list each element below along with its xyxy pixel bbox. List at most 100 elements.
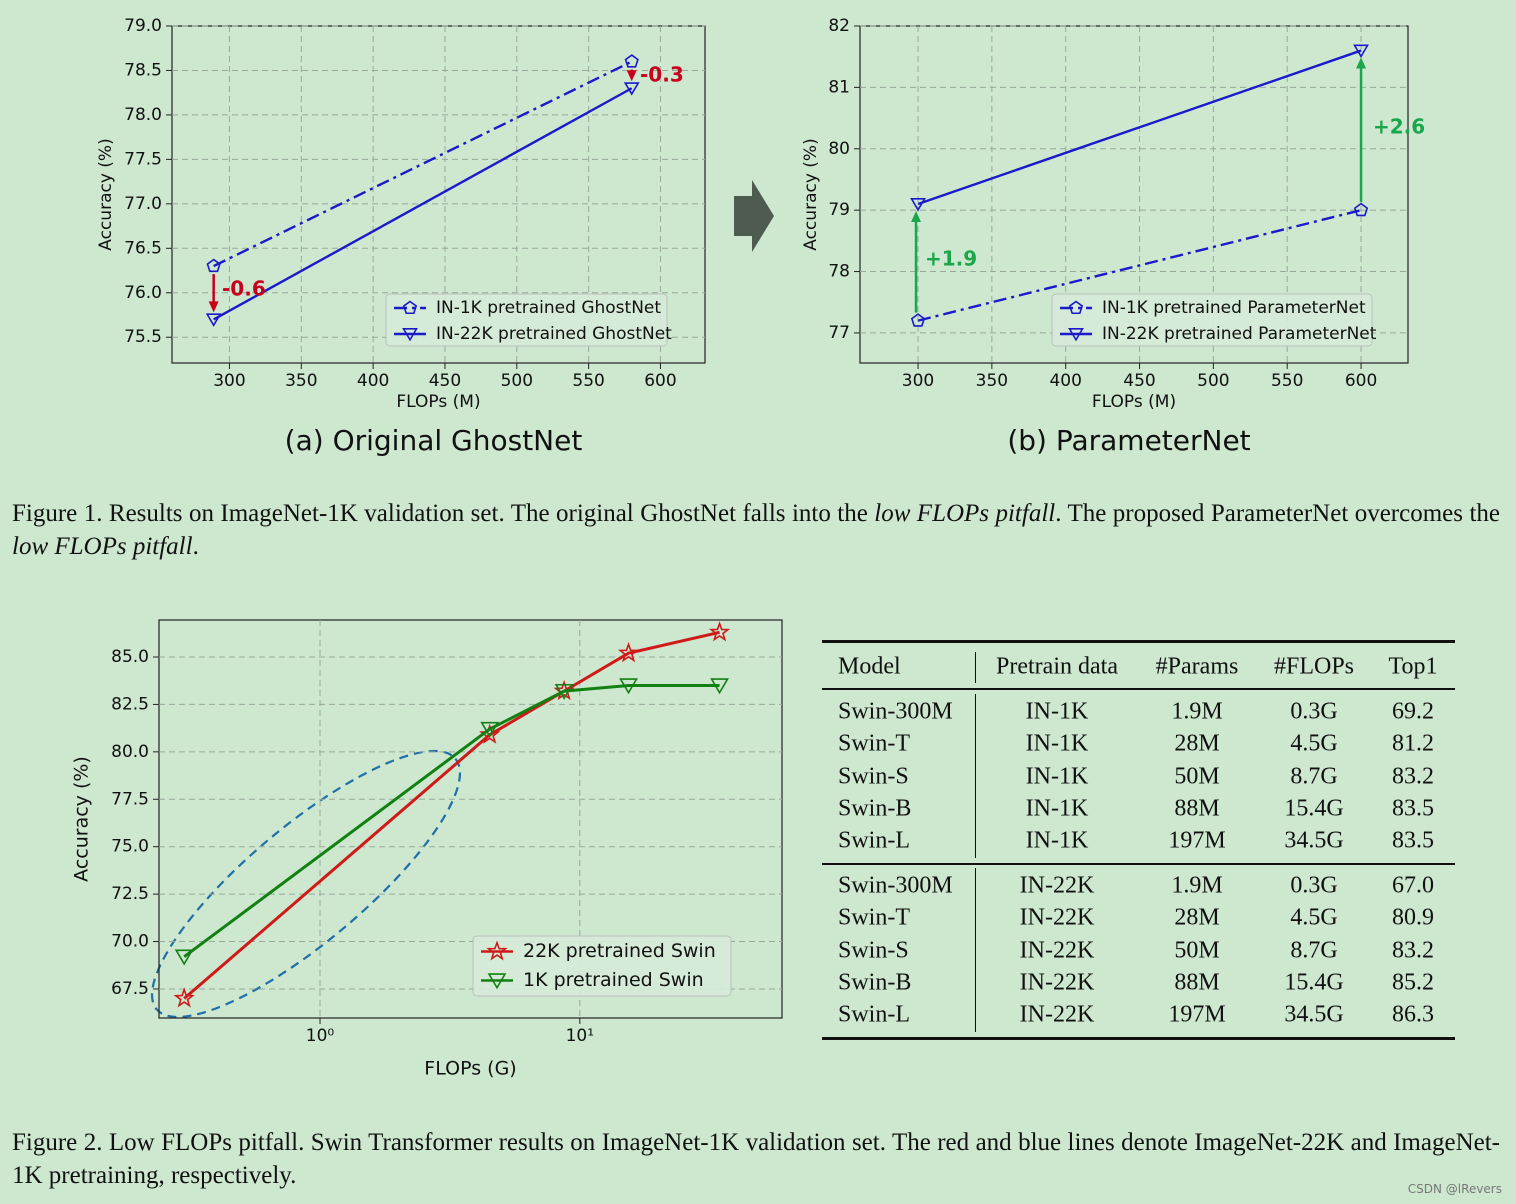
legend-marker [487,973,507,990]
table-cell: Swin-B [838,969,912,996]
annotation-text: +2.6 [1373,115,1425,139]
legend-marker [1068,300,1084,315]
annotation-text: -0.3 [640,63,684,87]
y-tick-label: 79.0 [124,16,162,36]
x-tick-label: 550 [1271,371,1303,391]
table-header: #Params [1155,653,1239,680]
table-cell: IN-1K [1025,795,1089,822]
x-tick-label: 600 [1345,371,1377,391]
annotation-text: -0.6 [222,277,266,301]
x-tick-label: 500 [501,371,533,391]
table-cell: IN-22K [1019,937,1095,964]
y-tick-label: 75.5 [124,327,162,347]
annotation-text: +1.9 [925,247,977,271]
marker [554,683,574,700]
y-tick-label: 79 [828,200,850,220]
marker [173,987,195,1008]
table-header: Pretrain data [996,653,1118,680]
legend-label: 22K pretrained Swin [523,940,716,962]
table-cell: 83.2 [1392,763,1434,790]
legend-label: IN-1K pretrained ParameterNet [1102,298,1366,318]
series-line [917,208,1362,322]
table-cell: 69.2 [1392,698,1434,725]
x-tick-label: 350 [976,371,1008,391]
table-cell: 88M [1174,969,1220,996]
table-cell: IN-22K [1019,872,1095,899]
table-cell: 88M [1174,795,1220,822]
table-cell: Swin-T [838,904,910,931]
caption-text: . The proposed ParameterNet overcomes th… [1055,500,1500,527]
x-tick-label: 400 [1049,371,1081,391]
marker [174,949,194,966]
y-tick-label: 78.5 [124,60,162,80]
y-tick-label: 76.5 [124,238,162,258]
table-cell: Swin-L [838,1001,910,1028]
annotation-arrowhead [1356,57,1367,69]
arrow [734,180,774,252]
table-rule [822,640,1455,643]
y-tick-label: 81 [828,77,850,97]
table-cell: IN-1K [1025,827,1089,854]
table-cell: Swin-L [838,827,910,854]
legend-box [385,293,668,347]
y-tick-label: 67.5 [111,979,149,999]
y-axis-label: Accuracy (%) [801,138,821,250]
x-tick-label: 500 [1197,371,1229,391]
series-line [917,49,1362,206]
marker [480,721,500,738]
legend-label: IN-1K pretrained GhostNet [436,298,661,318]
table-cell: 0.3G [1290,698,1338,725]
table-cell: 0.3G [1290,872,1338,899]
table-cell: 197M [1168,827,1226,854]
table-cell: 85.2 [1392,969,1434,996]
marker [619,678,638,695]
legend-box [472,935,732,997]
subplot-title: (a) Original GhostNet [285,424,583,457]
table-cell: 81.2 [1392,730,1434,757]
caption-italic: low FLOPs pitfall [12,533,193,560]
table-cell: IN-1K [1025,698,1089,725]
table-cell: 15.4G [1284,795,1344,822]
table-cell: 67.0 [1392,872,1434,899]
marker [1353,44,1369,58]
legend-marker [1068,327,1084,342]
table-rule [822,1037,1455,1040]
table-rule [822,688,1455,690]
table-header: Top1 [1388,653,1438,680]
y-tick-label: 78.0 [124,105,162,125]
y-axis-label: Accuracy (%) [96,138,116,250]
marker [910,313,926,327]
table-cell: 50M [1174,937,1220,964]
series-line [213,60,633,268]
y-tick-label: 77 [828,323,850,343]
marker [205,313,222,327]
table-divider [975,694,977,858]
marker [624,54,639,68]
legend-box [1051,293,1373,347]
caption-text: . [192,533,199,560]
table-cell: 34.5G [1284,1001,1344,1028]
table-cell: 28M [1174,904,1220,931]
y-tick-label: 78 [828,262,850,282]
x-tick-label: 450 [429,371,461,391]
marker [623,82,640,96]
y-tick-label: 70.0 [111,932,149,952]
table-cell: 4.5G [1290,730,1338,757]
x-tick-label: 300 [902,371,934,391]
subplot-title: (b) ParameterNet [1007,424,1250,457]
legend-label: IN-22K pretrained ParameterNet [1102,324,1377,344]
y-tick-label: 85.0 [111,647,149,667]
table-cell: 15.4G [1284,969,1344,996]
marker [206,258,221,273]
table-divider [975,868,977,1032]
caption-italic: low FLOPs pitfall [874,500,1056,527]
caption-text: Figure 2. Low FLOPs pitfall. Swin Transf… [12,1129,1500,1189]
table-cell: Swin-300M [838,698,953,725]
table-cell: 50M [1174,763,1220,790]
table-cell: 83.5 [1392,795,1434,822]
table-cell: IN-22K [1019,969,1095,996]
table-cell: Swin-T [838,730,910,757]
table-cell: 28M [1174,730,1220,757]
table-cell: Swin-S [838,937,909,964]
